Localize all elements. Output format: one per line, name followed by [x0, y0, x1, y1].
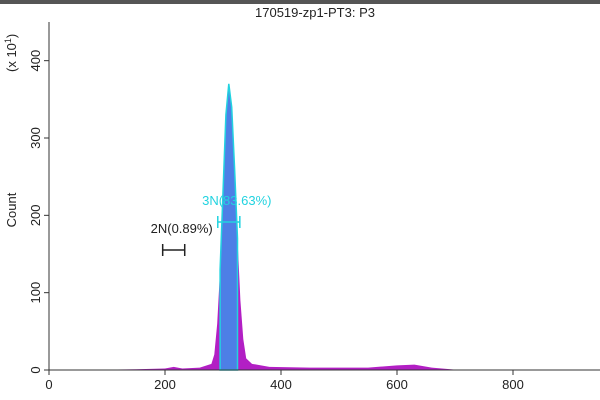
y-multiplier: (x 101) — [3, 34, 19, 72]
gate-marker — [217, 216, 241, 228]
y-axis-label: Count — [4, 192, 19, 227]
gated-area — [219, 83, 239, 371]
x-tick-label: 0 — [45, 377, 52, 392]
top-bar — [0, 0, 600, 4]
y-tick-label: 0 — [28, 366, 43, 373]
y-tick-label: 100 — [28, 282, 43, 304]
histogram-area — [49, 83, 600, 370]
y-tick-label: 200 — [28, 204, 43, 226]
gate-label: 3N(83.63%) — [202, 193, 271, 208]
gate-label: 2N(0.89%) — [151, 221, 213, 236]
y-multiplier-power: 1 — [3, 38, 13, 43]
x-tick-label: 200 — [154, 377, 176, 392]
y-tick-label: 400 — [28, 50, 43, 72]
x-tick-label: 800 — [502, 377, 524, 392]
y-multiplier-base: (x 10 — [4, 43, 19, 72]
chart-title: 170519-zp1-PT3: P3 — [255, 5, 375, 20]
x-tick-label: 600 — [386, 377, 408, 392]
gate-marker — [161, 244, 186, 256]
y-tick-label: 300 — [28, 127, 43, 149]
x-tick-label: 400 — [270, 377, 292, 392]
y-multiplier-close: ) — [4, 34, 19, 38]
